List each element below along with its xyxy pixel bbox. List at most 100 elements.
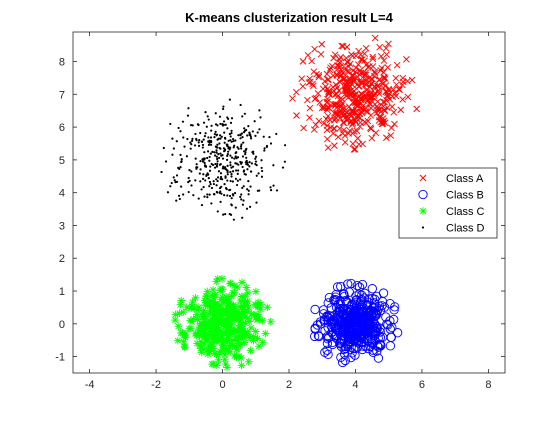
data-point-class-d [189, 180, 191, 182]
data-point-class-d [222, 106, 224, 108]
data-point-class-c [235, 352, 243, 360]
data-point-class-d [237, 134, 239, 136]
data-point-class-d [252, 151, 254, 153]
data-point-class-d [232, 140, 234, 142]
data-point-class-d [218, 157, 220, 159]
data-point-class-d [206, 172, 208, 174]
data-point-class-d [266, 146, 268, 148]
data-point-class-d [201, 141, 203, 143]
data-point-class-d [218, 142, 220, 144]
data-point-class-d [284, 161, 286, 163]
y-tick-label: 1 [59, 286, 65, 298]
data-point-class-d [229, 164, 231, 166]
data-point-class-d [187, 107, 189, 109]
data-point-class-d [199, 168, 201, 170]
data-point-class-d [232, 138, 234, 140]
data-point-class-d [241, 187, 243, 189]
data-point-class-d [205, 175, 207, 177]
data-point-class-d [258, 109, 260, 111]
data-point-class-d [232, 180, 234, 182]
data-point-class-d [220, 176, 222, 178]
y-tick-label: -1 [55, 352, 65, 364]
data-point-class-d [263, 149, 265, 151]
data-point-class-d [205, 132, 207, 134]
data-point-class-d [240, 147, 242, 149]
data-point-class-c [235, 340, 243, 348]
data-point-class-d [219, 116, 221, 118]
data-point-class-d [197, 124, 199, 126]
data-point-class-d [225, 124, 227, 126]
data-point-class-d [226, 165, 228, 167]
data-point-class-d [210, 130, 212, 132]
data-point-class-d [223, 183, 225, 185]
data-point-class-d [238, 148, 240, 150]
data-point-class-d [198, 139, 200, 141]
data-point-class-d [210, 125, 212, 127]
data-point-class-c [257, 301, 265, 309]
data-point-class-d [255, 202, 257, 204]
data-point-class-d [229, 133, 231, 135]
data-point-class-c [210, 360, 218, 368]
data-point-class-d [208, 160, 210, 162]
data-point-class-c [219, 341, 227, 349]
data-point-class-d [174, 181, 176, 183]
data-point-class-d [241, 217, 243, 219]
data-point-class-c [245, 304, 253, 312]
data-point-class-d [213, 193, 215, 195]
data-point-class-d [244, 151, 246, 153]
data-point-class-d [183, 145, 185, 147]
data-point-class-d [250, 137, 252, 139]
data-point-class-d [217, 210, 219, 212]
data-point-class-d [223, 120, 225, 122]
data-point-class-d [246, 208, 248, 210]
data-point-class-d [230, 122, 232, 124]
data-point-class-d [250, 170, 252, 172]
data-point-class-c [185, 325, 193, 333]
legend-marker-class-c [419, 207, 427, 215]
data-point-class-d [217, 160, 219, 162]
data-point-class-d [226, 170, 228, 172]
data-point-class-d [216, 163, 218, 165]
data-point-class-d [264, 147, 266, 149]
data-point-class-d [239, 178, 241, 180]
data-point-class-d [259, 116, 261, 118]
data-point-class-d [175, 200, 177, 202]
data-point-class-d [206, 157, 208, 159]
data-point-class-c [172, 311, 180, 319]
data-point-class-d [190, 184, 192, 186]
data-point-class-c [259, 339, 267, 347]
data-point-class-d [171, 182, 173, 184]
data-point-class-d [233, 145, 235, 147]
data-point-class-d [247, 180, 249, 182]
data-point-class-c [217, 312, 225, 320]
data-point-class-c [177, 301, 185, 309]
data-point-class-d [237, 180, 239, 182]
data-point-class-d [217, 153, 219, 155]
data-point-class-d [202, 146, 204, 148]
data-point-class-d [247, 125, 249, 127]
data-point-class-d [226, 155, 228, 157]
chart-title: K-means clusterization result L=4 [185, 10, 393, 25]
data-point-class-d [181, 160, 183, 162]
data-point-class-c [252, 288, 260, 296]
data-point-class-d [244, 113, 246, 115]
data-point-class-d [223, 132, 225, 134]
data-point-class-d [245, 149, 247, 151]
data-point-class-d [223, 124, 225, 126]
y-tick-label: 6 [59, 122, 65, 134]
data-point-class-d [219, 123, 221, 125]
data-point-class-d [199, 180, 201, 182]
data-point-class-d [195, 139, 197, 141]
data-point-class-d [199, 160, 201, 162]
data-point-class-c [236, 297, 244, 305]
data-point-class-d [202, 178, 204, 180]
data-point-class-c [252, 328, 260, 336]
data-point-class-d [228, 189, 230, 191]
data-point-class-c [193, 306, 201, 314]
data-point-class-d [229, 99, 231, 101]
data-point-class-d [209, 170, 211, 172]
data-point-class-d [246, 188, 248, 190]
data-point-class-d [209, 194, 211, 196]
data-point-class-d [232, 170, 234, 172]
data-point-class-d [231, 204, 233, 206]
